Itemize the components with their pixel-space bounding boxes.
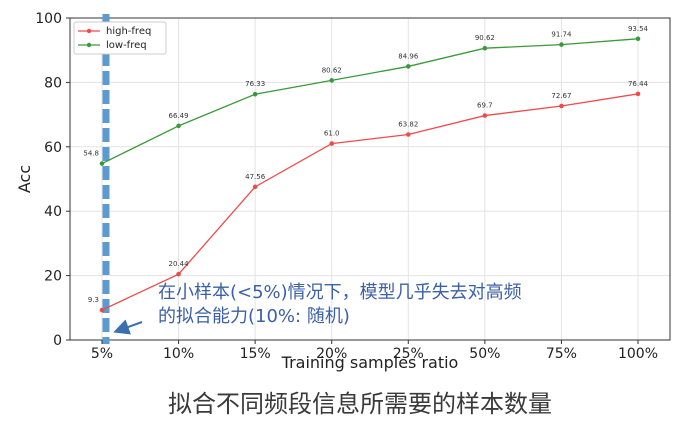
data-label-low-freq-5: 90.62 [475,34,495,42]
x-tick-label-4: 25% [393,346,424,362]
point-low-freq-0 [99,161,105,166]
annotation-arrow [113,319,143,335]
point-low-freq-1 [176,123,181,129]
x-tick-label-2: 15% [240,346,271,362]
point-high-freq-4 [405,132,411,137]
data-label-low-freq-3: 80.62 [322,66,342,74]
x-axis-ticks: 5% 10% 15% 20% 25% 50% 75% 100% [91,340,658,362]
point-high-freq-5 [482,113,488,118]
x-axis-label: Training samples ratio [281,353,459,372]
point-low-freq-5 [482,45,488,51]
data-label-high-freq-3: 61.0 [324,130,340,138]
y-tick-label-1: 20 [44,269,62,285]
point-high-freq-7 [635,91,641,97]
plot-frame [69,17,671,341]
x-tick-label-6: 75% [546,346,577,362]
y-tick-label-2: 40 [44,204,62,220]
data-label-high-freq-7: 76.44 [628,80,649,88]
data-label-high-freq-5: 69.7 [477,102,493,110]
point-low-freq-2 [252,91,258,97]
series-high-freq: 9.3 20.44 47.56 61.0 63.82 69.7 72.67 76.44 [88,80,649,313]
data-label-high-freq-4: 63.82 [398,120,418,128]
data-label-high-freq-1: 20.44 [169,260,190,268]
data-label-low-freq-0: 54.8 [83,150,99,158]
point-low-freq-6 [559,42,564,47]
point-low-freq-7 [635,36,641,42]
data-label-low-freq-2: 76.33 [245,80,265,88]
point-high-freq-2 [252,184,258,190]
y-axis-ticks: 0 20 40 60 80 100 [35,11,70,349]
data-label-low-freq-7: 93.54 [628,25,649,33]
legend: high-freq low-freq [73,21,167,55]
point-high-freq-1 [176,271,181,277]
data-label-low-freq-4: 84.96 [398,52,419,60]
point-low-freq-4 [405,64,411,69]
data-label-high-freq-0: 9.3 [88,296,99,304]
point-low-freq-3 [329,78,335,83]
x-tick-label-0: 5% [91,346,113,362]
series-low-freq: 54.8 66.49 76.33 80.62 84.96 90.62 91.74 93.54 [83,25,649,166]
legend-marker-low-freq [86,42,92,48]
figure-caption: 拟合不同频段信息所需要的样本数量 [168,390,552,418]
point-high-freq-3 [329,141,335,146]
data-label-high-freq-6: 72.67 [551,92,571,100]
series-line-high-freq [101,93,639,311]
x-tick-label-5: 50% [469,346,500,362]
y-tick-label-0: 0 [53,333,62,349]
y-tick-label-5: 100 [35,11,62,27]
x-tick-label-1: 10% [163,346,194,362]
series-layer: 9.320.4447.5661.063.8269.772.6776.4454.8… [83,25,649,313]
data-label-high-freq-2: 47.56 [245,173,266,181]
series-line-low-freq [101,38,639,165]
data-label-low-freq-6: 91.74 [551,31,572,39]
point-high-freq-0 [99,307,105,313]
legend-label-low-freq: low-freq [106,40,147,51]
legend-marker-high-freq [86,28,92,34]
legend-label-high-freq: high-freq [106,26,151,37]
point-high-freq-6 [559,103,564,109]
data-label-low-freq-1: 66.49 [169,112,189,120]
annotation-text-line-1: 在小样本(<5%)情况下，模型几乎失去对高频 [158,282,522,303]
x-tick-label-7: 100% [618,346,658,362]
x-tick-label-3: 20% [316,346,347,362]
y-axis-label: Acc [15,165,34,193]
legend-box [73,21,167,55]
annotation-text-line-2: 的拟合能力(10%: 随机) [158,306,350,327]
y-tick-label-4: 80 [44,75,62,91]
y-tick-label-3: 60 [44,140,62,156]
